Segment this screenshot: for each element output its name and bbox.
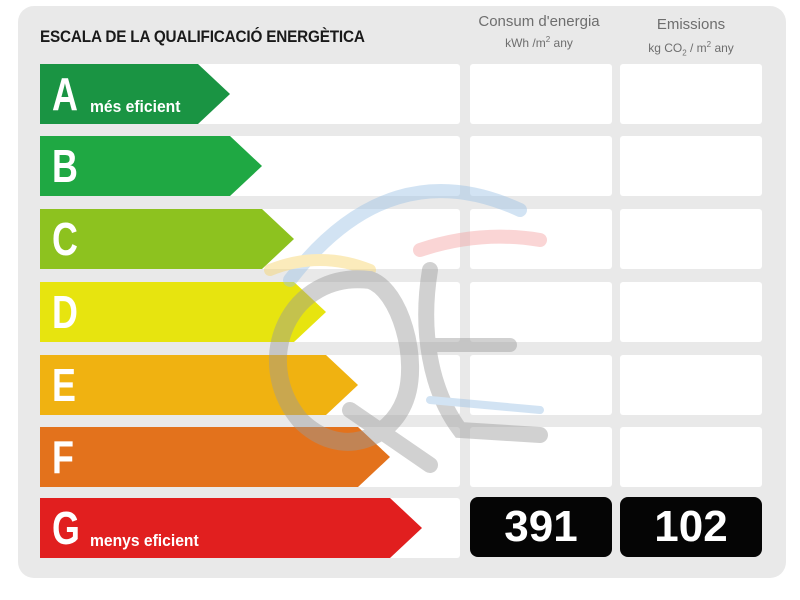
- consum-cell: [470, 64, 612, 124]
- emissions-cell: [620, 209, 762, 269]
- emissions-cell: [620, 355, 762, 415]
- consum-cell: [470, 136, 612, 196]
- consum-label: Consum d'energia: [478, 13, 600, 30]
- consum-cell: [470, 355, 612, 415]
- consum-cell: [470, 282, 612, 342]
- rating-letter: B: [52, 140, 78, 192]
- consum-unit: kWh /m2 any: [505, 35, 573, 50]
- consum-value: 391: [470, 497, 612, 557]
- consum-column-header: Consum d'energia kWh /m2 any: [468, 13, 610, 52]
- emissions-cell: [620, 64, 762, 124]
- rating-letter: E: [52, 359, 76, 411]
- rating-letter: D: [52, 286, 78, 338]
- rating-letter: F: [52, 431, 74, 483]
- rating-letter: A: [52, 68, 78, 120]
- emissions-value: 102: [620, 497, 762, 557]
- emissions-cell: [620, 427, 762, 487]
- rating-arrow-e: E: [40, 355, 358, 415]
- emissions-column-header: Emissions kg CO2 / m2 any: [620, 16, 762, 62]
- rating-arrow-f: F: [40, 427, 390, 487]
- consum-cell: [470, 427, 612, 487]
- label-title: ESCALA DE LA QUALIFICACIÓ ENERGÈTICA: [40, 27, 365, 46]
- rating-description: menys eficient: [90, 531, 199, 550]
- rating-arrow-d: D: [40, 282, 326, 342]
- rating-letter: C: [52, 213, 78, 265]
- consum-cell: [470, 209, 612, 269]
- rating-letter: G: [52, 502, 80, 554]
- emissions-cell: [620, 136, 762, 196]
- emissions-label: Emissions: [656, 16, 726, 33]
- emissions-cell: [620, 282, 762, 342]
- rating-arrow-c: C: [40, 209, 294, 269]
- rating-arrow-b: B: [40, 136, 262, 196]
- rating-description: més eficient: [90, 97, 181, 116]
- emissions-unit: kg CO2 / m2 any: [648, 40, 734, 58]
